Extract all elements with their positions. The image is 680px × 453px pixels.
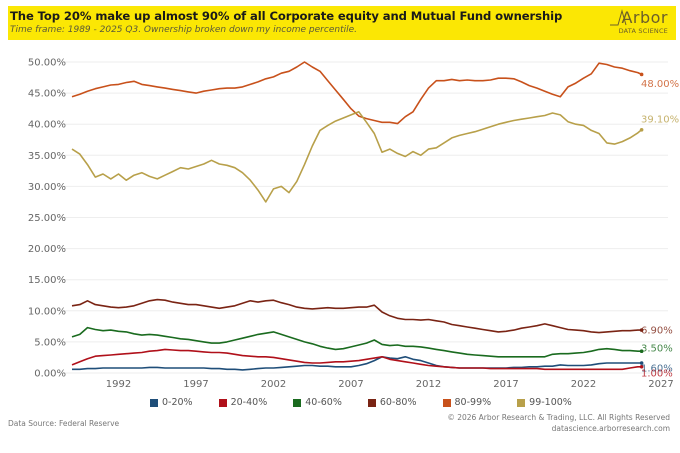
series-line-80-99% [71,61,642,125]
x-tick-label: 1997 [183,379,208,390]
data-source: Data Source: Federal Reserve [8,419,120,428]
end-value-label: 1.00% [641,368,673,379]
legend-item[interactable]: 60-80% [367,397,417,408]
y-tick-label: 25.00% [28,213,66,224]
y-tick-label: 45.00% [28,89,66,100]
legend: 0-20% 20-40% 40-60% 60-80% 80-99% 99-100% [150,397,572,408]
end-value-label: 1.60% [641,364,673,375]
y-tick-label: 10.00% [28,306,66,317]
end-value-label: 48.00% [641,79,679,90]
website-url: datascience.arborresearch.com [551,424,670,433]
legend-swatch [293,398,302,407]
copyright-text: © 2026 Arbor Research & Trading, LLC. Al… [447,413,670,422]
y-tick-label: 5.00% [34,337,66,348]
x-tick-label: 2022 [571,379,596,390]
legend-swatch [517,398,526,407]
x-tick-label: 2002 [261,379,286,390]
series-lines [71,61,644,371]
x-tick-label: 2017 [493,379,518,390]
legend-swatch [442,398,451,407]
series-end-point [639,127,644,132]
chart-subtitle: Time frame: 1989 - 2025 Q3. Ownership br… [10,25,357,35]
legend-item[interactable]: 40-60% [293,397,342,408]
y-tick-label: 0.00% [34,369,66,380]
legend-label: 0-20% [162,397,193,408]
y-tick-label: 30.00% [28,182,66,193]
x-tick-label: 2007 [338,379,363,390]
series-end-point [639,349,644,354]
series-end-point [639,361,644,365]
y-tick-label: 35.00% [28,151,66,162]
x-tick-label: 2012 [416,379,441,390]
legend-label: 20-40% [230,397,268,408]
series-line-60-80% [71,298,642,334]
legend-item[interactable]: 80-99% [442,397,492,408]
logo-subtext: DATA SCIENCE [618,27,668,35]
legend-swatch [218,398,227,407]
legend-swatch [367,398,376,407]
series-end-point [639,328,644,332]
y-tick-label: 20.00% [28,244,66,255]
end-labels: 1.60%1.00% 3.50% 6.90% 48.00% 39.10% [641,79,679,379]
legend-swatch [150,398,158,407]
legend-item[interactable]: 20-40% [218,397,268,408]
x-axis-ticks: 1992 1997 2002 2007 2012 2017 2022 2027 [106,379,674,390]
legend-label: 80-99% [454,397,492,408]
grid-lines [62,61,668,374]
end-value-label: 39.10% [641,114,679,125]
logo-line-icon [610,9,627,26]
chart-title: The Top 20% make up almost 90% of all Co… [10,9,563,23]
legend-label: 60-80% [379,397,417,408]
series-line-0-20% [72,355,642,371]
logo-text: Arbor [621,8,668,27]
end-value-label: 6.90% [641,326,673,337]
legend-item[interactable]: 99-100% [517,397,572,408]
series-end-point [639,364,644,369]
x-tick-label: 2027 [648,379,673,390]
legend-item[interactable]: 0-20% [150,397,193,408]
series-line-40-60% [71,326,642,358]
y-tick-label: 15.00% [28,275,66,286]
arbor-logo: Arbor DATA SCIENCE [610,7,670,39]
copyright-block: © 2026 Arbor Research & Trading, LLC. Al… [447,412,670,434]
series-line-20-40% [71,348,642,371]
end-value-label: 3.50% [641,344,673,355]
x-tick-label: 1992 [106,379,131,390]
legend-label: 99-100% [529,397,572,408]
header-banner: The Top 20% make up almost 90% of all Co… [8,6,676,40]
series-end-point [639,72,644,77]
y-tick-label: 40.00% [28,120,66,131]
legend-label: 40-60% [305,397,342,408]
y-tick-label: 50.00% [28,58,66,69]
y-axis-ticks: 0.00% 5.00% 10.00% 15.00% 20.00% 25.00% 30.00%… [28,58,66,380]
series-line-99-100% [71,111,643,203]
